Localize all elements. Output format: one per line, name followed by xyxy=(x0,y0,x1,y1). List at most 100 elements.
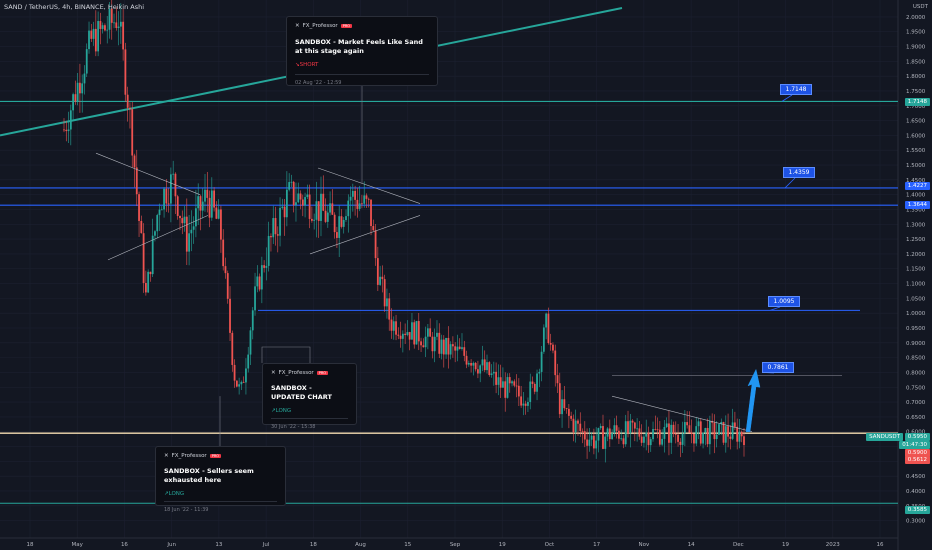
axis-unit: USDT xyxy=(912,4,928,10)
candle-body xyxy=(297,193,300,203)
candle-body xyxy=(376,258,379,285)
y-tick-label: 0.4000 xyxy=(906,489,926,495)
candle-body xyxy=(197,196,200,209)
card-connector xyxy=(261,346,311,363)
candle-body xyxy=(83,73,86,84)
candle-body xyxy=(370,199,372,227)
candle-body xyxy=(731,422,734,439)
candle-body xyxy=(618,430,620,439)
candle-body xyxy=(265,265,268,268)
candle-body xyxy=(72,94,74,111)
candle-body xyxy=(154,231,156,236)
candle-body xyxy=(736,426,739,442)
candle-body xyxy=(354,190,357,200)
candle-body xyxy=(606,428,609,437)
candle-body xyxy=(176,196,179,216)
y-tick-label: 0.8000 xyxy=(906,370,926,376)
candle-body xyxy=(695,426,698,444)
candle-body xyxy=(652,429,654,440)
idea-direction: SHORT xyxy=(299,62,319,68)
candle-body xyxy=(474,362,477,370)
countdown-tag: 01:47:30 xyxy=(899,441,930,449)
candle-body xyxy=(486,362,488,371)
y-tick-label: 1.9000 xyxy=(906,45,926,51)
candle-body xyxy=(258,276,261,290)
candle-body xyxy=(374,230,377,259)
idea-direction: LONG xyxy=(168,491,185,497)
level-tag-6: 0.3585 xyxy=(904,506,930,514)
idea-card-exhausted[interactable]: ✕ FX_Professor PRO SANDBOX - Sellers seem … xyxy=(155,446,286,513)
candle-body xyxy=(383,279,386,307)
y-tick-label: 1.9500 xyxy=(906,30,926,36)
candle-body xyxy=(85,49,88,74)
candle-body xyxy=(324,210,327,222)
y-tick-label: 0.3000 xyxy=(906,519,926,525)
candle-body xyxy=(190,229,193,234)
level-label-1: 1.7148 xyxy=(780,84,812,95)
symbol-tag: SANDUSDT xyxy=(866,433,903,441)
candle-body xyxy=(358,203,361,209)
candle-body xyxy=(363,195,366,204)
candle-body xyxy=(720,422,723,425)
candle-body xyxy=(704,428,707,433)
candle-body xyxy=(351,190,354,197)
candle-body xyxy=(74,94,77,102)
candle-body xyxy=(436,332,438,337)
candle-body xyxy=(483,359,486,371)
projection-arrow-icon xyxy=(745,368,761,432)
candle-body xyxy=(740,431,743,437)
candle-body xyxy=(390,319,393,331)
candle-body xyxy=(693,433,695,444)
candle-body xyxy=(640,436,643,443)
candle-body xyxy=(267,235,270,266)
candle-body xyxy=(511,381,513,384)
candle-body xyxy=(163,188,165,210)
y-tick-label: 0.8500 xyxy=(906,356,926,362)
pro-badge: PRO xyxy=(209,454,222,458)
candle-body xyxy=(408,332,411,340)
candle-body xyxy=(160,209,163,211)
y-tick-label: 1.0000 xyxy=(906,311,926,317)
y-tick-label: 1.3500 xyxy=(906,207,926,213)
label-pointer xyxy=(781,94,793,102)
candle-body xyxy=(81,83,84,94)
candle-body xyxy=(513,381,516,386)
wedge-may-bottom xyxy=(107,215,209,261)
candle-body xyxy=(558,383,561,415)
candle-body xyxy=(552,344,554,351)
candle-body xyxy=(279,207,281,236)
candle-body xyxy=(438,332,441,354)
idea-card-short[interactable]: ✕ FX_Professor PRO SANDBOX - Market Feels … xyxy=(286,16,438,86)
candle-body xyxy=(260,265,263,290)
level-label-2: 1.4359 xyxy=(783,167,815,178)
candle-body xyxy=(322,193,325,211)
target-label: 0.7861 xyxy=(762,362,794,373)
candle-body xyxy=(547,313,550,344)
x-tick-label: Nov xyxy=(639,542,650,548)
candle-body xyxy=(226,273,229,299)
candle-body xyxy=(415,321,418,345)
candle-body xyxy=(249,330,252,355)
candle-body xyxy=(138,194,140,221)
y-tick-label: 1.3000 xyxy=(906,222,926,228)
candle-body xyxy=(256,276,259,287)
x-tick-label: 18 xyxy=(310,542,317,548)
candle-body xyxy=(395,321,397,335)
candle-body xyxy=(590,435,593,440)
candle-body xyxy=(156,215,159,232)
idea-card-updated[interactable]: ✕ FX_Professor PRO SANDBOX - UPDATED CHART… xyxy=(262,363,357,430)
candle-body xyxy=(245,368,247,383)
candle-body xyxy=(572,418,575,433)
candle-body xyxy=(490,373,493,375)
candle-body xyxy=(713,422,716,440)
candle-body xyxy=(433,336,436,352)
candle-body xyxy=(561,399,563,415)
candle-body xyxy=(306,194,309,198)
candle-body xyxy=(520,396,523,406)
long-arrow-icon: ↗ xyxy=(164,491,169,497)
candle-body xyxy=(247,354,250,369)
author-icon: ✕ xyxy=(295,23,300,29)
pro-badge: PRO xyxy=(316,371,329,375)
x-tick-label: 13 xyxy=(215,542,222,548)
